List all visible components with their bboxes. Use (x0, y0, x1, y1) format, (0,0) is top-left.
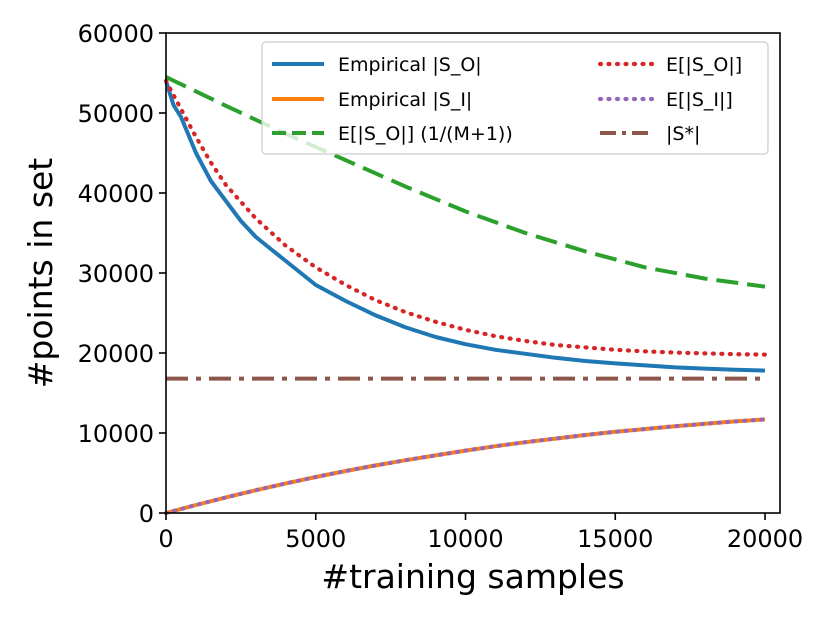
y-tick-label: 50000 (78, 100, 154, 128)
x-axis-title: #training samples (321, 557, 624, 596)
series-line-3 (163, 78, 768, 357)
x-tick-label: 5000 (285, 525, 346, 553)
x-tick-label: 10000 (427, 525, 503, 553)
legend-label: E[|S_I|] (666, 89, 733, 111)
x-tick-label: 0 (158, 525, 173, 553)
series-line-1 (165, 417, 766, 515)
y-tick-label: 20000 (78, 340, 154, 368)
legend-label: Empirical |S_I| (338, 89, 472, 111)
y-tick-label: 60000 (78, 20, 154, 48)
legend-label: |S*| (666, 123, 700, 145)
series-line-0 (164, 80, 766, 373)
y-tick-label: 30000 (78, 260, 154, 288)
y-axis-ticks: 0 10000 20000 30000 40000 50000 60000 (78, 20, 166, 528)
legend: Empirical |S_O| Empirical |S_I| E[|S_O|] (… (261, 41, 769, 155)
series-line-4 (163, 417, 768, 516)
x-tick-label: 15000 (577, 525, 653, 553)
legend-label: E[|S_O|] (1/(M+1)) (338, 123, 513, 145)
x-tick-label: 20000 (727, 525, 803, 553)
x-axis-ticks: 0 5000 10000 15000 20000 (158, 513, 803, 553)
legend-box (261, 41, 769, 155)
y-tick-label: 10000 (78, 420, 154, 448)
legend-label: Empirical |S_O| (338, 54, 482, 76)
y-axis-title: #points in set (21, 158, 60, 389)
y-tick-label: 40000 (78, 180, 154, 208)
legend-label: E[|S_O|] (666, 54, 742, 76)
y-tick-label: 0 (139, 500, 154, 528)
